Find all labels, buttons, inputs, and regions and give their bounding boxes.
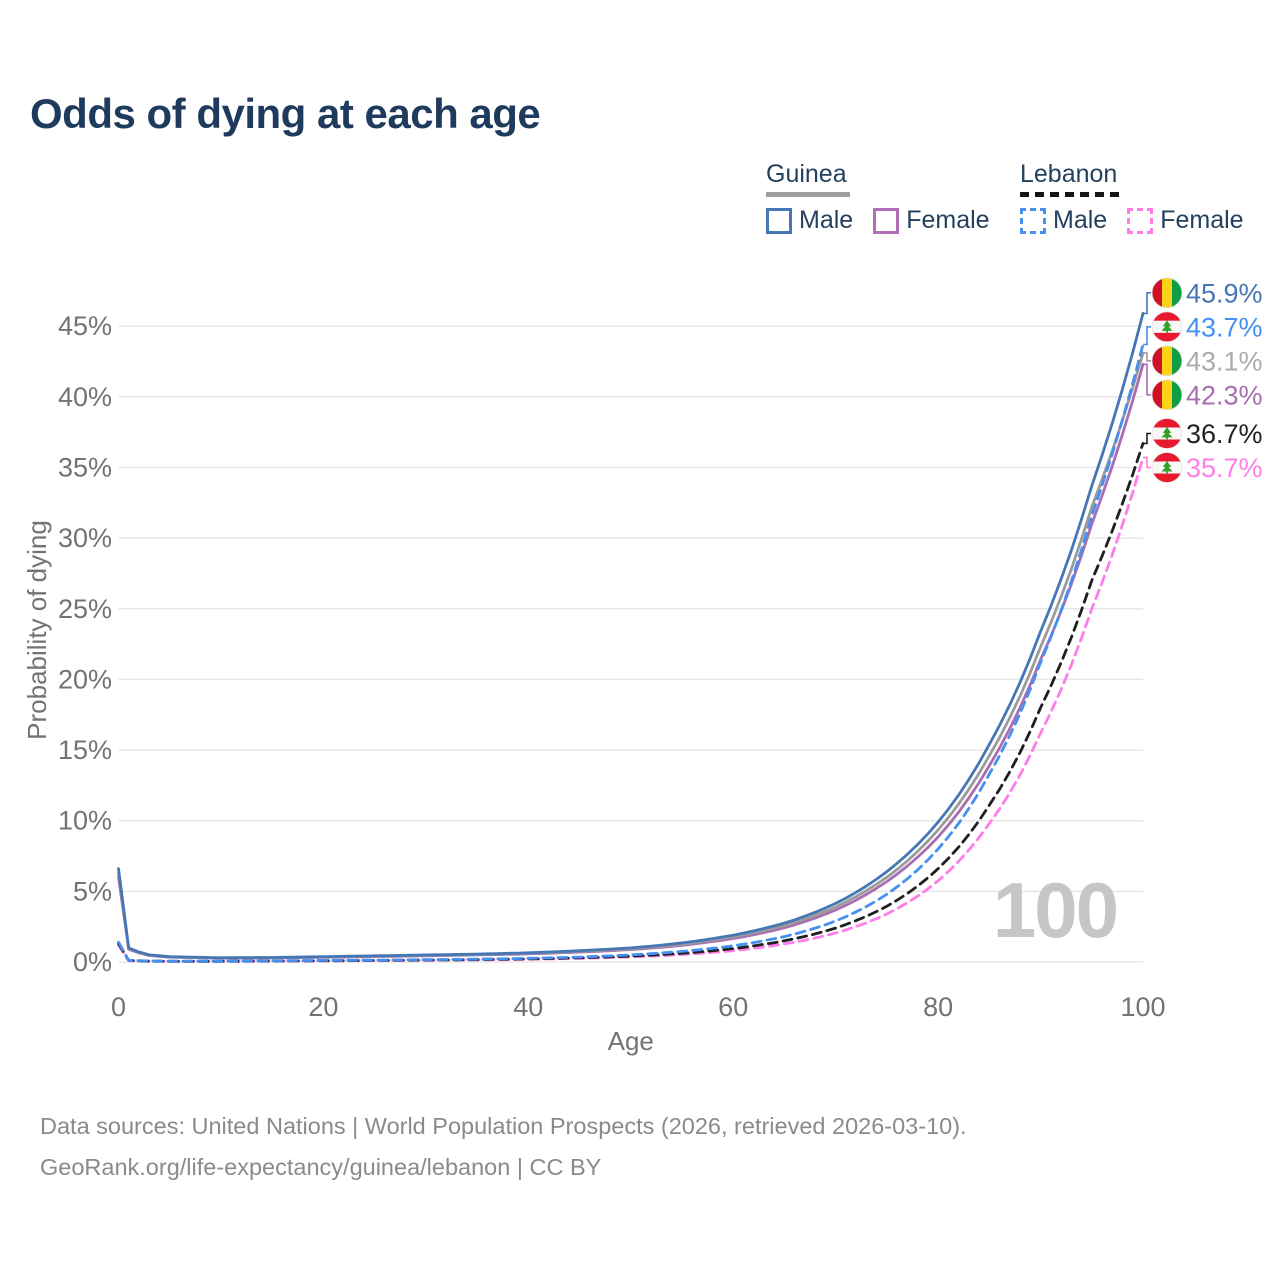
x-tick-label: 0 <box>111 992 126 1022</box>
legend-item-guinea-male[interactable]: Male <box>766 206 853 235</box>
end-label-lebanon-male: 43.7% <box>1186 312 1263 342</box>
legend-item-label: Female <box>906 206 990 234</box>
y-tick-label: 45% <box>58 311 112 341</box>
y-axis-label: Probability of dying <box>22 520 52 740</box>
y-tick-label: 40% <box>58 382 112 412</box>
legend-item-label: Female <box>1160 206 1244 234</box>
guinea-solid-line-swatch <box>766 192 850 197</box>
lebanon-female-swatch-icon <box>1127 207 1154 234</box>
guinea-female-swatch-icon <box>873 207 900 234</box>
age-counter-watermark: 100 <box>992 866 1119 954</box>
legend-item-label: Male <box>1053 206 1108 234</box>
legend-group-guinea: Guinea Male Female <box>766 160 990 235</box>
end-label-guinea-both-sexes: 43.1% <box>1186 346 1263 376</box>
y-tick-label: 10% <box>58 806 112 836</box>
leader-line-lebanon-female <box>1143 456 1151 469</box>
flag-icon-lebanon <box>1151 311 1183 343</box>
flag-icon-lebanon <box>1151 452 1183 483</box>
x-tick-label: 60 <box>718 992 748 1022</box>
x-tick-label: 80 <box>923 992 953 1022</box>
y-tick-label: 35% <box>58 452 112 482</box>
flag-icon-guinea <box>1151 345 1183 377</box>
end-label-guinea-female: 42.3% <box>1186 380 1263 410</box>
y-tick-label: 15% <box>58 735 112 765</box>
leader-line-guinea-male <box>1143 292 1151 315</box>
flag-icon-lebanon <box>1151 418 1183 449</box>
source-line-1: Data sources: United Nations | World Pop… <box>40 1113 967 1139</box>
series-line-lebanon-male <box>117 343 1145 963</box>
y-tick-label: 0% <box>73 947 112 977</box>
leader-line-lebanon-male <box>1143 326 1151 346</box>
source-line-2: GeoRank.org/life-expectancy/guinea/leban… <box>40 1153 602 1180</box>
legend-item-label: Male <box>799 206 854 234</box>
end-label-guinea-male: 45.9% <box>1186 278 1263 308</box>
legend-group-lebanon: Lebanon Male Female <box>1020 160 1244 235</box>
page-title: Odds of dying at each age <box>30 90 541 137</box>
series-line-guinea-male <box>117 312 1145 960</box>
end-label-lebanon-female: 35.7% <box>1186 453 1263 483</box>
legend-item-guinea-female[interactable]: Female <box>873 206 990 235</box>
guinea-male-swatch-icon <box>766 207 792 234</box>
y-tick-label: 30% <box>58 523 112 553</box>
leader-line-lebanon-both-sexes <box>1143 432 1151 445</box>
x-tick-label: 20 <box>308 992 338 1022</box>
flag-icon-guinea <box>1151 379 1183 411</box>
x-tick-label: 100 <box>1120 992 1165 1022</box>
leader-line-guinea-female <box>1143 363 1151 396</box>
data-source-caption: Data sources: United Nations | World Pop… <box>40 1106 1240 1187</box>
y-tick-label: 20% <box>58 664 112 694</box>
lebanon-dashed-line-swatch <box>1020 192 1120 197</box>
legend-item-lebanon-male[interactable]: Male <box>1020 206 1107 235</box>
legend: Guinea Male Female Lebanon Male Female <box>0 160 1280 250</box>
x-axis-label: Age <box>608 1026 654 1056</box>
lebanon-male-swatch-icon <box>1020 207 1046 234</box>
leader-line-guinea-both-sexes <box>1143 352 1151 362</box>
legend-group-title-guinea: Guinea <box>766 160 847 188</box>
y-tick-label: 25% <box>58 594 112 624</box>
series-line-guinea-both-sexes <box>117 351 1145 960</box>
legend-group-title-lebanon: Lebanon <box>1020 160 1118 188</box>
flag-icon-guinea <box>1151 277 1183 309</box>
end-label-lebanon-both-sexes: 36.7% <box>1186 419 1263 449</box>
y-tick-label: 5% <box>73 876 112 906</box>
legend-item-lebanon-female[interactable]: Female <box>1127 206 1244 235</box>
x-tick-label: 40 <box>513 992 543 1022</box>
